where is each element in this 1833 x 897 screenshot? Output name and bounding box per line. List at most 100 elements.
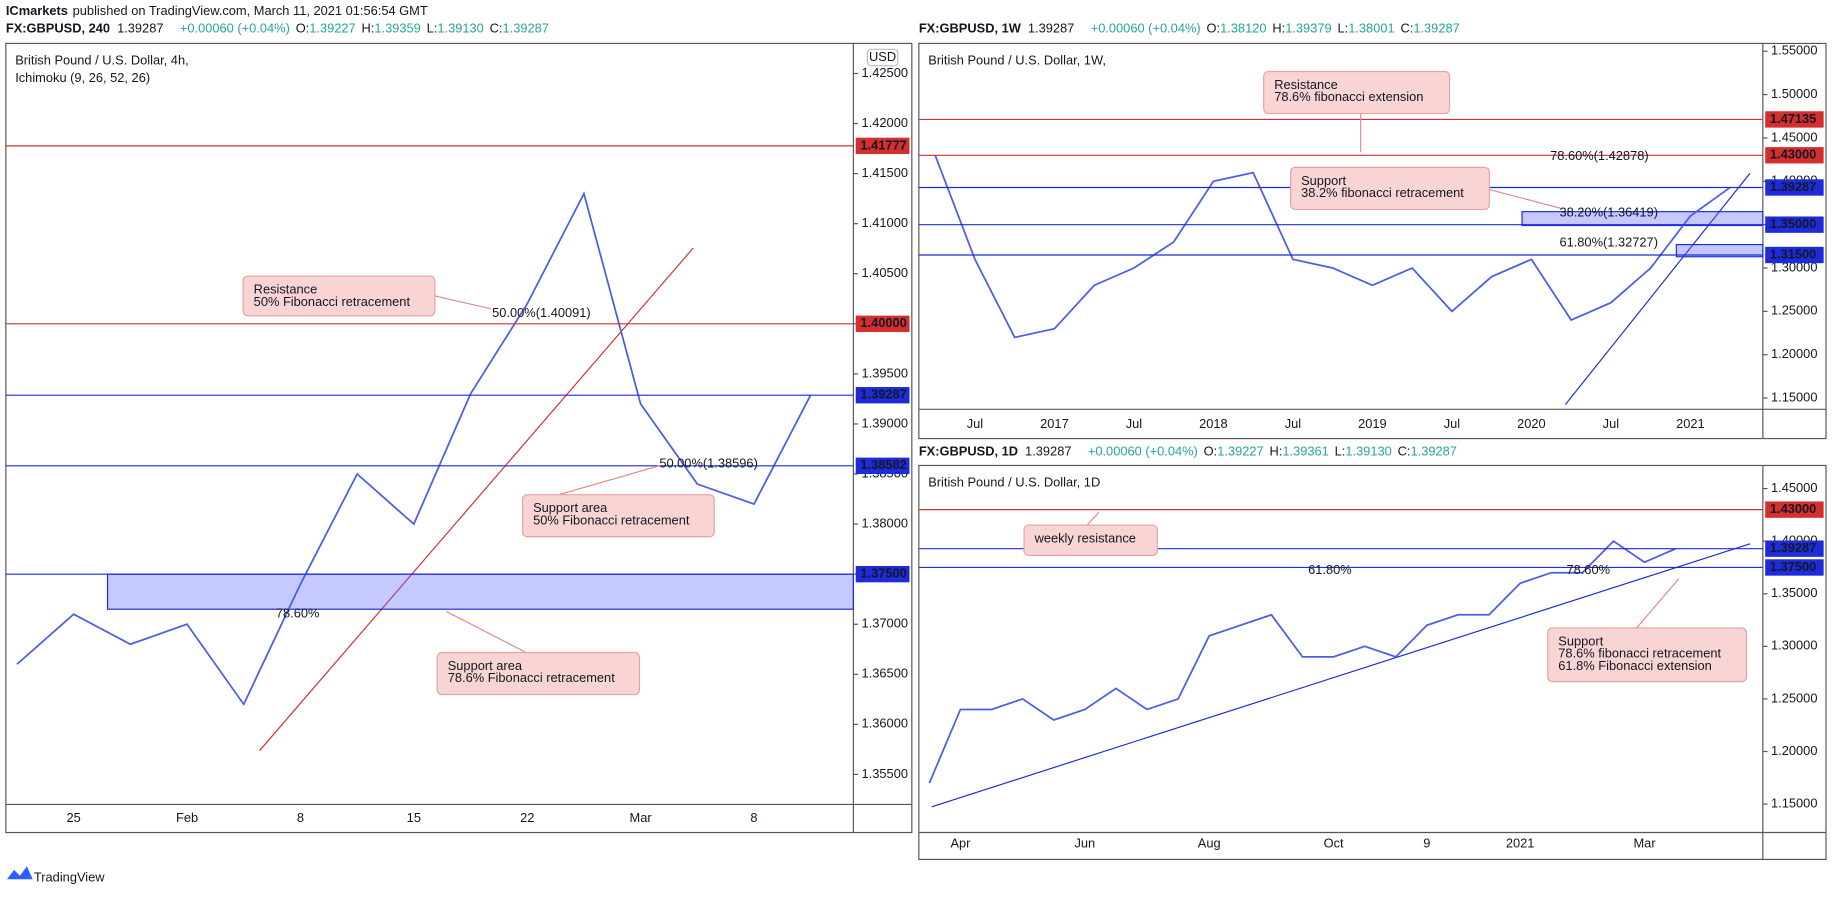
callout-text: Support (1558, 633, 1603, 648)
quote-line: FX:GBPUSD, 240 1.39287 +0.00060 (+0.04%) O:… (6, 21, 549, 36)
fib-label: 78.60% (1566, 562, 1610, 577)
zone (1675, 244, 1764, 258)
callout-text: Support area (533, 500, 608, 515)
ohlc-value: 1.39359 (374, 21, 420, 36)
ohlc-key: O: (1204, 444, 1218, 459)
x-tick-label: 9 (1423, 836, 1430, 851)
x-tick-label: 2017 (1040, 416, 1069, 431)
price-line (934, 154, 1731, 339)
level-label: 1.39287 (860, 387, 906, 402)
level-label: 1.39287 (1770, 179, 1816, 194)
chart-title: British Pound / U.S. Dollar, 1W, (928, 52, 1106, 67)
price-line (16, 191, 812, 707)
last-price: 1.39287 (117, 21, 163, 36)
y-tick-label: 1.42000 (862, 115, 908, 130)
ohlc-value: 1.38001 (1348, 21, 1394, 36)
x-tick-label: Jul (1126, 416, 1142, 431)
panel-border (918, 464, 1827, 860)
x-tick-label: 2021 (1676, 416, 1705, 431)
fib-label: 50.00%(1.38596) (659, 456, 758, 471)
fib-label: 78.60% (276, 605, 320, 620)
x-tick-label: 22 (520, 810, 534, 825)
callout-text: Resistance (1274, 77, 1338, 92)
x-tick-label: 15 (407, 810, 421, 825)
last-price: 1.39287 (1025, 444, 1071, 459)
level-label: 1.43000 (1770, 147, 1816, 162)
symbol: FX:GBPUSD, 1D (919, 444, 1018, 459)
ohlc-key: O: (296, 21, 310, 36)
x-tick-label: 2020 (1517, 416, 1546, 431)
level-label: 1.41777 (860, 137, 906, 152)
level-label: 1.40000 (860, 315, 906, 330)
y-tick-label: 1.45000 (1771, 480, 1817, 495)
x-tick-label: 8 (297, 810, 304, 825)
fib-label: 38.20%(1.36419) (1559, 204, 1658, 219)
y-tick-label: 1.15000 (1771, 796, 1817, 811)
x-tick-label: Jun (1074, 836, 1095, 851)
y-tick-label: 1.50000 (1771, 86, 1817, 101)
callout-text: 38.2% fibonacci retracement (1301, 185, 1464, 200)
callout-text: Support (1301, 173, 1346, 188)
callout-text: weekly resistance (1034, 530, 1136, 545)
change: +0.00060 (+0.04%) (1088, 444, 1198, 459)
callout-text: 50% Fibonacci retracement (533, 512, 690, 527)
y-tick-label: 1.38000 (862, 515, 908, 530)
symbol: FX:GBPUSD, 1W (919, 21, 1022, 36)
ohlc-value: 1.39379 (1285, 21, 1331, 36)
ohlc-key: O: (1207, 21, 1221, 36)
level-label: 1.38582 (860, 457, 906, 472)
y-tick-label: 1.37000 (862, 616, 908, 631)
y-tick-label: 1.20000 (1771, 346, 1817, 361)
level-tag (1765, 111, 1824, 128)
y-tick-label: 1.42500 (862, 65, 908, 80)
x-tick-label: Jul (1444, 416, 1460, 431)
callout-text: 78.6% Fibonacci retracement (448, 670, 615, 685)
callout-pointer (434, 295, 492, 310)
ohlc-key: H: (1270, 444, 1283, 459)
ohlc-value: 1.39287 (503, 21, 549, 36)
x-tick-label: Aug (1198, 836, 1221, 851)
callout-text: Support area (448, 658, 523, 673)
ohlc-value: 1.39227 (309, 21, 355, 36)
ohlc-key: H: (1272, 21, 1285, 36)
level-tag (855, 457, 910, 474)
callout-box (436, 651, 641, 696)
x-tick-label: 8 (750, 810, 757, 825)
change: +0.00060 (+0.04%) (180, 21, 290, 36)
callout-text: 78.6% fibonacci retracement (1558, 646, 1721, 661)
ohlc-key: L: (427, 21, 438, 36)
callout-pointer (1086, 511, 1100, 526)
y-tick-label: 1.20000 (1771, 743, 1817, 758)
fib-label: 61.80%(1.32727) (1559, 235, 1658, 250)
x-tick-label: 25 (66, 810, 80, 825)
level-label: 1.43000 (1770, 501, 1816, 516)
level-tag (855, 387, 910, 404)
y-tick-label: 1.36000 (862, 716, 908, 731)
y-tick-label: 1.45000 (1771, 129, 1817, 144)
callout-pointer (446, 611, 527, 654)
callout-text: 78.6% fibonacci extension (1274, 89, 1423, 104)
y-tick-label: 1.25000 (1771, 303, 1817, 318)
publisher: ICmarkets (6, 3, 68, 18)
level-label: 1.47135 (1770, 111, 1816, 126)
quote-line: FX:GBPUSD, 1W 1.39287 +0.00060 (+0.04%) O:1… (919, 21, 1460, 36)
ohlc-value: 1.39287 (1413, 21, 1459, 36)
ohlc-value: 1.39361 (1282, 444, 1328, 459)
x-tick-label: Mar (630, 810, 653, 825)
trend-line (931, 543, 1751, 808)
ohlc-key: C: (490, 21, 503, 36)
currency: USD (869, 49, 896, 64)
x-tick-label: 2019 (1358, 416, 1387, 431)
y-tick-label: 1.35000 (1771, 585, 1817, 600)
callout-box (1547, 627, 1748, 683)
ohlc-value: 1.39130 (437, 21, 483, 36)
ohlc-value: 1.39227 (1217, 444, 1263, 459)
panel-border (5, 42, 913, 834)
y-tick-label: 1.25000 (1771, 690, 1817, 705)
y-tick-label: 1.55000 (1771, 43, 1817, 58)
x-tick-label: 2018 (1199, 416, 1228, 431)
level-tag (1765, 216, 1824, 233)
callout-pointer (1636, 578, 1680, 629)
callout-box (1289, 166, 1490, 211)
